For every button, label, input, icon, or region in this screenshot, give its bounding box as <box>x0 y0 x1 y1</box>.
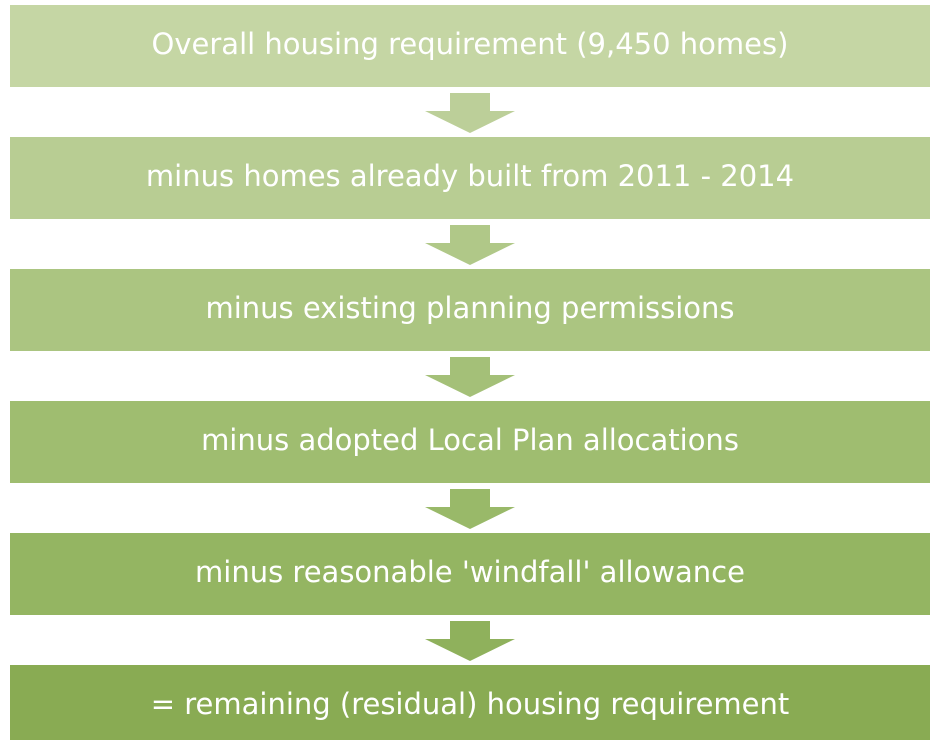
step-box <box>10 137 930 219</box>
step-label: minus homes already built from 2011 - 20… <box>146 159 794 193</box>
step-label: = remaining (residual) housing requireme… <box>151 687 790 721</box>
step-label: minus existing planning permissions <box>205 291 734 325</box>
flow-arrow <box>425 93 515 133</box>
step-label: minus adopted Local Plan allocations <box>201 423 739 457</box>
step-label: minus reasonable 'windfall' allowance <box>195 555 745 589</box>
flow-arrow <box>425 489 515 529</box>
step-box <box>10 269 930 351</box>
flow-arrow <box>425 225 515 265</box>
step-box <box>10 5 930 87</box>
flow-arrow <box>425 621 515 661</box>
flow-arrow <box>425 357 515 397</box>
step-box <box>10 665 930 740</box>
step-label: Overall housing requirement (9,450 homes… <box>152 27 789 61</box>
step-box <box>10 533 930 615</box>
step-box <box>10 401 930 483</box>
